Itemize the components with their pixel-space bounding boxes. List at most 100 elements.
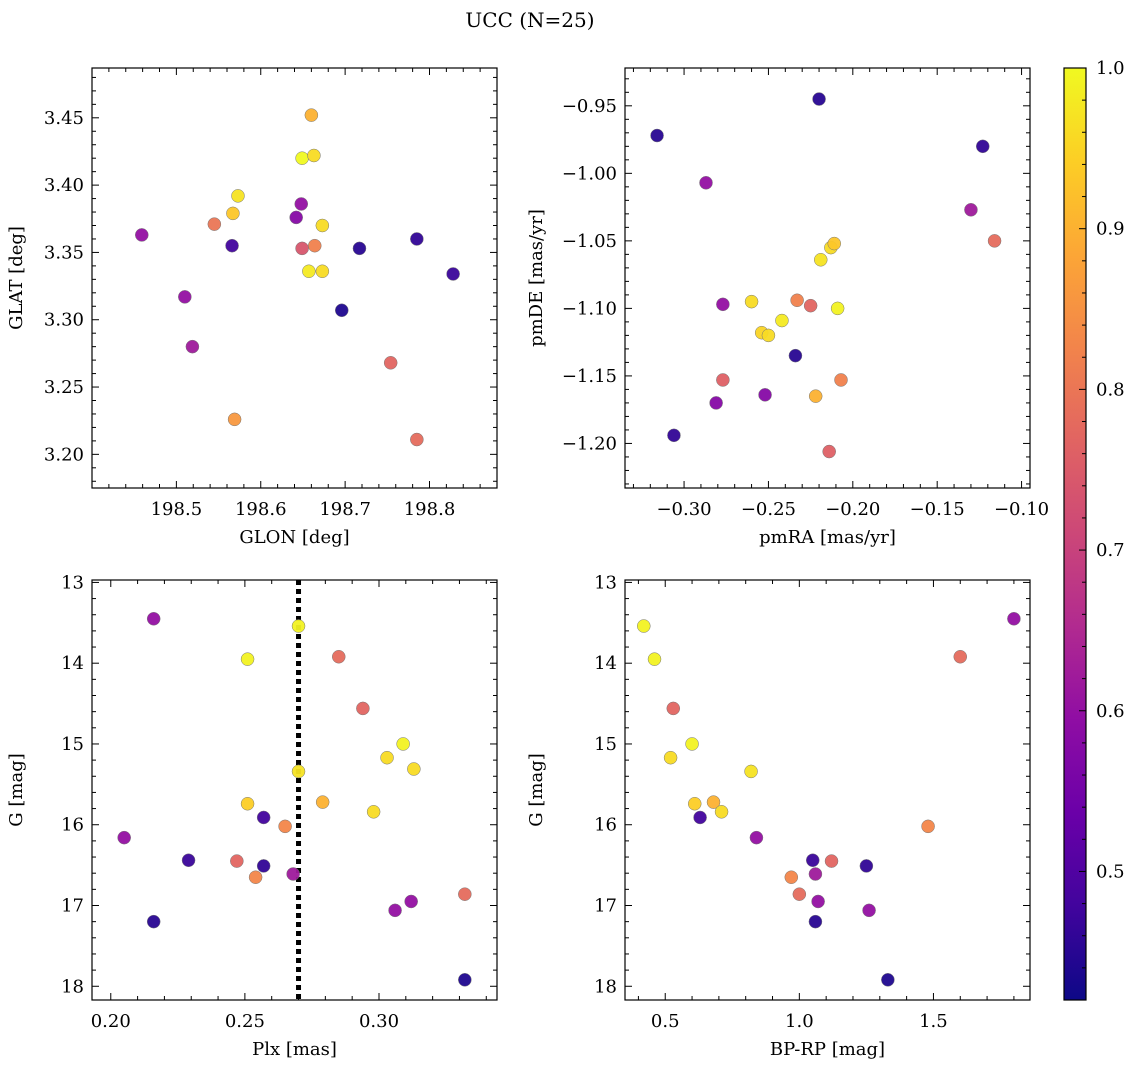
colorbar-tick-label: 0.8	[1096, 379, 1125, 400]
data-point	[207, 217, 222, 231]
y-tick-label: 17	[594, 896, 617, 917]
data-point	[964, 203, 978, 217]
data-point	[117, 830, 131, 845]
x-tick-label: 198.5	[151, 499, 203, 520]
data-point	[410, 432, 424, 447]
y-axis-label: GLAT [deg]	[6, 226, 27, 330]
data-point	[650, 128, 664, 143]
x-tick-label: −0.30	[656, 499, 711, 520]
x-tick-label: −0.20	[825, 499, 880, 520]
y-tick-label: −1.15	[562, 366, 617, 387]
data-point	[744, 764, 758, 779]
data-point	[407, 762, 421, 776]
x-tick-label: −0.10	[994, 499, 1049, 520]
data-point	[291, 619, 306, 633]
data-point	[315, 218, 330, 233]
axes-frame	[624, 67, 1031, 489]
axes-frame	[624, 579, 1031, 1001]
data-point	[699, 176, 713, 190]
data-point	[181, 853, 196, 868]
x-tick-label: 198.8	[404, 499, 456, 520]
colorbar-tick-label: 0.6	[1096, 701, 1125, 722]
x-tick-label: 0.20	[91, 1011, 131, 1032]
data-point	[302, 264, 316, 279]
data-point	[859, 859, 874, 873]
data-point	[294, 197, 308, 211]
y-axis-label: G [mag]	[6, 753, 27, 826]
y-tick-label: −1.00	[562, 163, 617, 184]
data-point	[761, 328, 776, 343]
data-point	[663, 750, 678, 765]
y-tick-label: 17	[61, 896, 84, 917]
data-point	[716, 297, 730, 312]
data-point	[332, 649, 346, 664]
data-point	[685, 737, 699, 751]
axes-frame	[91, 579, 498, 1001]
data-point	[709, 396, 723, 410]
y-tick-label: 13	[61, 572, 84, 593]
x-axis-label: pmRA [mas/yr]	[759, 527, 896, 548]
data-point	[304, 108, 319, 122]
data-point	[286, 867, 300, 881]
y-tick-label: 3.40	[44, 175, 84, 196]
y-tick-label: 3.35	[44, 242, 84, 263]
data-point	[666, 701, 681, 716]
y-axis-label: pmDE [mas/yr]	[526, 209, 547, 347]
x-tick-label: 0.25	[225, 1011, 265, 1032]
data-point	[706, 795, 721, 809]
colorbar-tick-label: 0.9	[1096, 219, 1125, 240]
data-point	[714, 805, 729, 819]
data-point	[792, 887, 807, 901]
panel-1: 198.5 198.6 198.7 198.8 3.20 3.25 3.30 3.35 3.40…	[6, 67, 498, 548]
data-point	[380, 750, 394, 765]
data-point	[278, 819, 292, 834]
data-point	[647, 652, 662, 666]
data-point	[410, 232, 424, 246]
y-tick-label: 18	[594, 976, 617, 997]
axes-frame	[91, 67, 498, 489]
data-point	[822, 444, 836, 459]
data-point	[758, 388, 772, 402]
data-point	[834, 373, 848, 387]
data-point	[808, 389, 823, 403]
scatter-panels: 198.5 198.6 198.7 198.8 3.20 3.25 3.30 3.35 3.40…	[6, 67, 1049, 1060]
y-tick-label: 15	[61, 734, 84, 755]
data-point	[814, 253, 828, 267]
x-tick-label: 198.7	[319, 499, 371, 520]
y-tick-label: 18	[61, 976, 84, 997]
data-point	[383, 356, 398, 370]
data-point	[230, 854, 244, 868]
data-point	[135, 228, 149, 242]
x-tick-label: 198.6	[235, 499, 287, 520]
colorbar-tick-label: 0.5	[1096, 861, 1125, 882]
data-point	[295, 151, 309, 165]
data-point	[458, 973, 472, 987]
data-point	[248, 870, 263, 884]
data-point	[307, 148, 321, 163]
data-point	[811, 894, 825, 909]
y-tick-label: 16	[61, 815, 84, 836]
data-point	[775, 313, 789, 328]
data-point	[146, 612, 161, 626]
data-point	[308, 238, 322, 253]
chart-title: UCC (N=25)	[465, 8, 594, 32]
data-point	[227, 412, 242, 427]
data-point	[827, 236, 841, 251]
data-point	[291, 764, 306, 779]
data-point	[225, 238, 239, 253]
data-point	[356, 701, 370, 716]
data-point	[185, 339, 200, 354]
data-point	[295, 241, 309, 256]
data-point	[953, 649, 968, 664]
colorbar-frame	[1063, 67, 1087, 1001]
y-tick-label: −1.05	[562, 231, 617, 252]
data-point	[976, 139, 990, 154]
data-point	[637, 619, 651, 633]
colorbar-tick-label: 1.0	[1096, 58, 1125, 79]
data-point	[352, 241, 367, 256]
data-point	[404, 894, 418, 909]
data-point	[830, 301, 845, 316]
data-point	[687, 796, 702, 811]
x-axis-label: GLON [deg]	[239, 527, 349, 548]
x-tick-label: 1.5	[919, 1011, 948, 1032]
